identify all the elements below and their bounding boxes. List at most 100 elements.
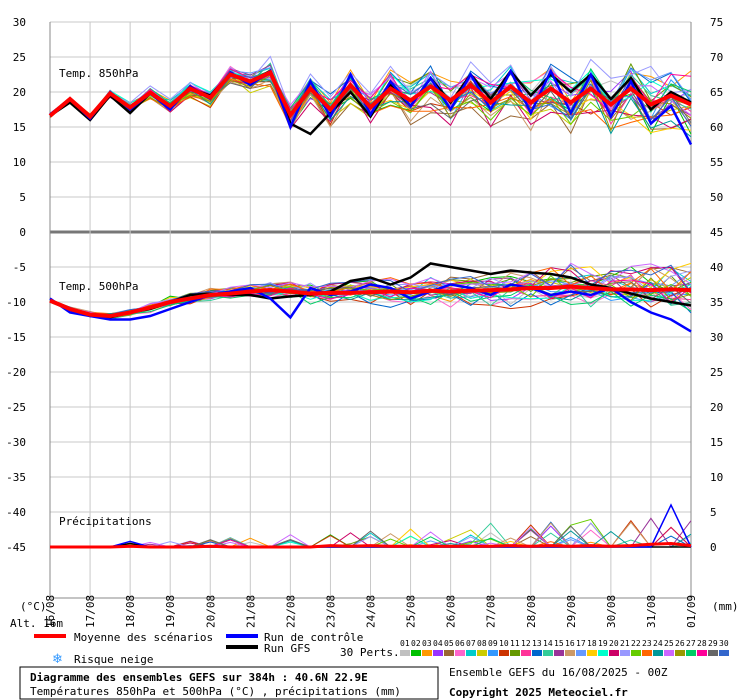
chart-subtitle: Températures 850hPa et 500hPa (°C) , pré… (30, 685, 401, 698)
pert-color-swatch (455, 650, 465, 656)
t850-panel-label: Temp. 850hPa (59, 67, 138, 80)
pert-number-label: 21 (620, 639, 630, 648)
y-left-tick-label: -35 (6, 471, 26, 484)
y-right-tick-label: 45 (710, 226, 723, 239)
pert-color-swatch (620, 650, 630, 656)
y-right-tick-label: 50 (710, 191, 723, 204)
y-left-tick-label: 10 (13, 156, 26, 169)
x-tick-label: 30/08 (605, 595, 618, 628)
pert-color-swatch (565, 650, 575, 656)
snowflake-icon: ❄ (52, 652, 63, 667)
x-tick-label: 25/08 (405, 595, 418, 628)
pert-number-label: 10 (499, 639, 509, 648)
y-right-tick-label: 35 (710, 296, 723, 309)
run-info: Ensemble GEFS du 16/08/2025 - 00Z (449, 666, 668, 679)
x-tick-label: 22/08 (284, 595, 297, 628)
y-right-tick-label: 20 (710, 401, 723, 414)
y-left-tick-label: -10 (6, 296, 26, 309)
y-right-tick-label: 55 (710, 156, 723, 169)
pert-number-label: 02 (411, 639, 421, 648)
y-right-tick-label: 15 (710, 436, 723, 449)
pert-color-swatch (411, 650, 421, 656)
y-left-tick-label: 20 (13, 86, 26, 99)
pert-color-swatch (719, 650, 729, 656)
y-left-tick-label: 0 (19, 226, 26, 239)
pert-number-label: 22 (631, 639, 641, 648)
y-left-tick-label: -20 (6, 366, 26, 379)
pert-color-swatch (444, 650, 454, 656)
pert-color-swatch (576, 650, 586, 656)
x-tick-label: 24/08 (365, 595, 378, 628)
pert-number-label: 06 (455, 639, 465, 648)
pert-number-label: 23 (642, 639, 652, 648)
pert-line-500 (49, 262, 692, 318)
title-box (19, 666, 439, 700)
pert-number-label: 07 (466, 639, 476, 648)
pert-color-swatch (587, 650, 597, 656)
pert-color-swatch (532, 650, 542, 656)
pert-number-label: 20 (609, 639, 619, 648)
y-left-tick-label: 30 (13, 16, 26, 29)
pert-color-swatch (697, 650, 707, 656)
pert-number-label: 04 (433, 639, 443, 648)
pert-number-label: 14 (543, 639, 553, 648)
y-right-tick-label: 30 (710, 331, 723, 344)
y-right-tick-label: 65 (710, 86, 723, 99)
x-tick-label: 19/08 (164, 595, 177, 628)
unit-right-label: (mm) (712, 600, 739, 613)
legend-gfs-swatch (226, 645, 258, 649)
legend-control-swatch (226, 634, 258, 638)
control-line-500 (49, 283, 692, 333)
x-tick-label: 21/08 (244, 595, 257, 628)
y-left-tick-label: -40 (6, 506, 26, 519)
pert-color-swatch (433, 650, 443, 656)
mean-line-precip (50, 541, 692, 549)
pert-color-swatch (477, 650, 487, 656)
y-left-tick-label: 25 (13, 51, 26, 64)
legend-perts-label: 30 Perts. (340, 646, 400, 659)
pert-color-swatch (499, 650, 509, 656)
pert-color-swatch (510, 650, 520, 656)
x-tick-label: 17/08 (84, 595, 97, 628)
legend-snow-label: Risque neige (74, 653, 153, 666)
mean-line-850 (48, 69, 692, 120)
copyright: Copyright 2025 Meteociel.fr (449, 686, 628, 699)
y-right-tick-label: 10 (710, 471, 723, 484)
chart-title: Diagramme des ensembles GEFS sur 384h : … (30, 671, 368, 684)
pert-color-swatch (653, 650, 663, 656)
pert-number-label: 01 (400, 639, 410, 648)
x-tick-label: 16/08 (44, 595, 57, 628)
pert-number-label: 05 (444, 639, 454, 648)
grid-lines (49, 21, 692, 599)
pert-number-label: 18 (587, 639, 597, 648)
pert-number-label: 29 (708, 639, 718, 648)
pert-color-swatch (488, 650, 498, 656)
pert-number-label: 12 (521, 639, 531, 648)
pert-number-label: 25 (664, 639, 674, 648)
y-left-tick-label: -5 (13, 261, 26, 274)
y-right-tick-label: 60 (710, 121, 723, 134)
pert-number-label: 19 (598, 639, 608, 648)
x-tick-label: 18/08 (124, 595, 137, 628)
pert-color-swatch (642, 650, 652, 656)
pert-color-swatch (521, 650, 531, 656)
legend-mean-label: Moyenne des scénarios (74, 631, 213, 644)
x-tick-label: 31/08 (645, 595, 658, 628)
t500-panel-label: Temp. 500hPa (59, 280, 138, 293)
pert-number-label: 13 (532, 639, 542, 648)
y-left-tick-label: 15 (13, 121, 26, 134)
pert-line-precip (50, 522, 691, 548)
x-tick-label: 23/08 (324, 595, 337, 628)
pert-number-label: 03 (422, 639, 432, 648)
pert-color-swatch (686, 650, 696, 656)
pert-color-swatch (609, 650, 619, 656)
pert-number-label: 16 (565, 639, 575, 648)
x-tick-label: 01/09 (685, 595, 698, 628)
y-right-tick-label: 5 (710, 506, 717, 519)
pert-number-label: 08 (477, 639, 487, 648)
pert-number-label: 26 (675, 639, 685, 648)
pert-number-label: 09 (488, 639, 498, 648)
y-left-tick-label: -15 (6, 331, 26, 344)
y-right-tick-label: 40 (710, 261, 723, 274)
